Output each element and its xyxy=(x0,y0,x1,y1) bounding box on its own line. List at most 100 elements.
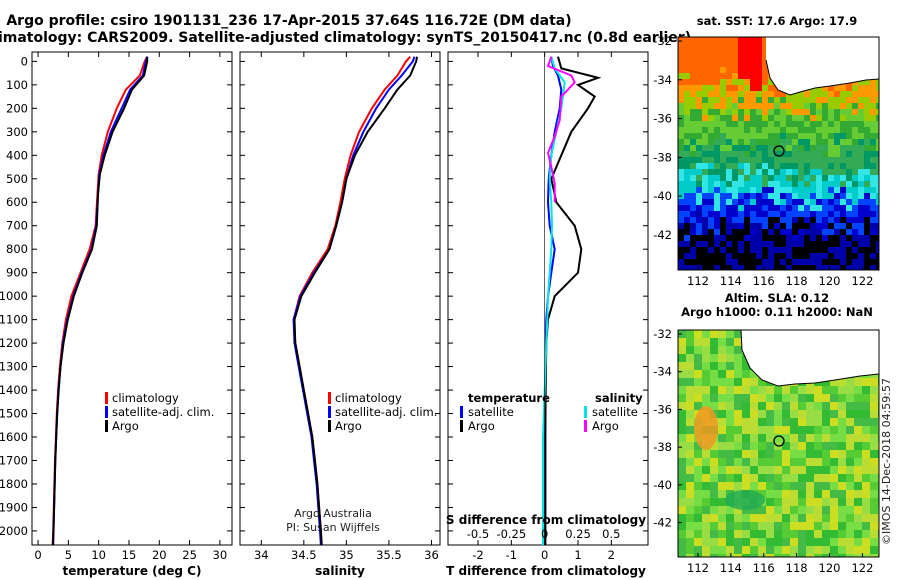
sst-field-cell xyxy=(702,55,708,61)
sst-field-cell xyxy=(762,121,768,127)
sla-field-cell xyxy=(782,490,790,498)
sla-field-cell xyxy=(822,386,830,394)
sst-field-cell xyxy=(852,133,858,139)
sla-field-cell xyxy=(870,546,878,554)
sla-field-cell xyxy=(750,418,758,426)
sst-field-cell xyxy=(738,61,744,67)
sla-field-cell xyxy=(678,338,686,346)
sla-field-cell xyxy=(702,362,710,370)
sst-field-cell xyxy=(846,223,852,229)
sst-field-cell xyxy=(864,91,870,97)
sla-field-cell xyxy=(838,546,846,554)
sla-field-cell xyxy=(870,442,878,450)
sla-field-cell xyxy=(806,546,814,554)
sst-field-cell xyxy=(810,223,816,229)
sla-field-cell xyxy=(702,338,710,346)
sst-field-cell xyxy=(792,139,798,145)
sst-field-cell xyxy=(822,121,828,127)
sst-field-cell xyxy=(870,181,876,187)
sla-field-cell xyxy=(750,426,758,434)
sla-field-cell xyxy=(782,546,790,554)
sst-field-cell xyxy=(744,79,750,85)
sst-field-cell xyxy=(714,229,720,235)
depth-tick-label: 1800 xyxy=(0,477,28,491)
sst-field-cell xyxy=(774,241,780,247)
sst-field-cell xyxy=(684,181,690,187)
sst-field-cell xyxy=(714,79,720,85)
sst-field-cell xyxy=(678,97,684,103)
sla-field-cell xyxy=(854,386,862,394)
sst-field-cell xyxy=(822,199,828,205)
sla-field-cell xyxy=(854,530,862,538)
sst-field-cell xyxy=(792,217,798,223)
sst-field-cell xyxy=(726,55,732,61)
temperature-x-ticks: 0 5 10 15 20 25 30 xyxy=(32,52,232,562)
sst-field-cell xyxy=(876,211,879,217)
sla-field-cell xyxy=(710,362,718,370)
sst-field-cell xyxy=(744,175,750,181)
sla-field-cell xyxy=(814,522,822,530)
sla-field-cell xyxy=(854,554,862,557)
sst-field-cell xyxy=(690,247,696,253)
sst-field-cell xyxy=(708,193,714,199)
sla-field-cell xyxy=(790,402,798,410)
sla-field-cell xyxy=(686,362,694,370)
sst-field-cell xyxy=(678,73,684,79)
sla-field-cell xyxy=(758,442,766,450)
sst-field-cell xyxy=(858,241,864,247)
sst-field-cell xyxy=(810,115,816,121)
series-line-1-1 xyxy=(292,56,416,545)
sst-field-cell xyxy=(774,199,780,205)
sst-field-cell xyxy=(810,217,816,223)
sla-field-cell xyxy=(790,546,798,554)
sst-field-cell xyxy=(858,139,864,145)
series-line-1-2 xyxy=(293,56,418,545)
sla-field-cell xyxy=(782,514,790,522)
sst-field-cell xyxy=(702,217,708,223)
sla-field-cell xyxy=(686,378,694,386)
sla-field-cell xyxy=(710,450,718,458)
sla-coastline xyxy=(740,329,880,387)
sla-field-cell xyxy=(830,442,838,450)
sst-field-cell xyxy=(678,223,684,229)
sst-field-cell xyxy=(822,169,828,175)
sst-field-cell xyxy=(750,259,756,265)
sla-field-cell xyxy=(838,442,846,450)
sst-field-cell xyxy=(732,139,738,145)
sst-field-cell xyxy=(726,241,732,247)
sla-field-cell xyxy=(758,554,766,557)
sla-field-cell xyxy=(678,482,686,490)
sst-field-cell xyxy=(816,247,822,253)
depth-tick-label: 700 xyxy=(6,219,28,233)
sst-field-cell xyxy=(708,49,714,55)
sst-field-cell xyxy=(756,109,762,115)
sst-field-cell xyxy=(786,121,792,127)
sst-field-cell xyxy=(714,139,720,145)
sst-field-cell xyxy=(816,169,822,175)
sla-field-cell xyxy=(742,522,750,530)
sst-field-cell xyxy=(696,259,702,265)
sst-field-cell xyxy=(726,199,732,205)
sst-field-cell xyxy=(732,151,738,157)
sla-map-title-2: Argo h1000: 0.11 h2000: NaN xyxy=(681,305,873,319)
sst-field-cell xyxy=(816,163,822,169)
sst-field-cell xyxy=(684,169,690,175)
sla-field-cell xyxy=(750,434,758,442)
sla-field-cell xyxy=(742,426,750,434)
sst-field-cell xyxy=(738,43,744,49)
sla-field-cell xyxy=(678,546,686,554)
map-x-tick-label: 120 xyxy=(819,274,841,288)
sla-field-cell xyxy=(758,386,766,394)
sst-field-cell xyxy=(708,235,714,241)
sst-field-cell xyxy=(714,151,720,157)
sla-field-cell xyxy=(718,506,726,514)
sst-land-mask xyxy=(678,37,879,95)
sla-field-cell xyxy=(718,530,726,538)
sst-field-cell xyxy=(816,187,822,193)
sla-field-cell xyxy=(854,546,862,554)
sla-field-cell xyxy=(846,402,854,410)
sst-field-cell xyxy=(864,235,870,241)
sst-field-cell xyxy=(852,115,858,121)
sst-field-cell xyxy=(798,103,804,109)
sst-field-cell xyxy=(792,163,798,169)
